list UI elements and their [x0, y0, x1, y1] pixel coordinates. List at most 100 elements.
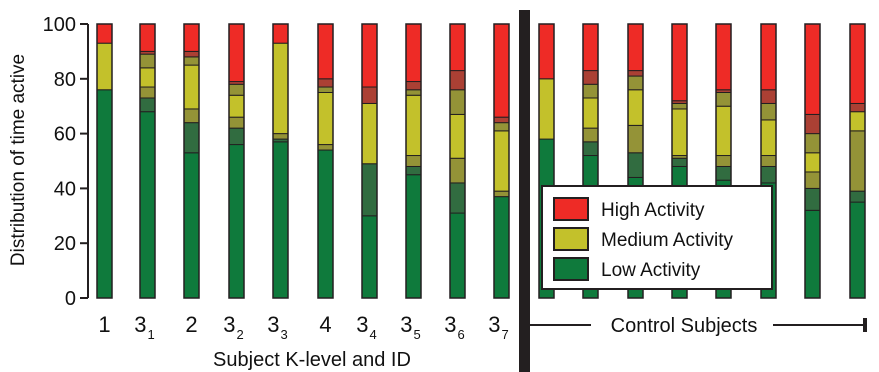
bar-segment-medium-activity	[760, 119, 777, 157]
y-axis: 0 20 40 60 80 100	[43, 14, 89, 310]
bar-outline	[96, 23, 113, 299]
bar-segment-high-activity	[228, 23, 245, 83]
bar-outline	[493, 23, 510, 299]
bar-segment-high-activity	[183, 23, 200, 52]
bar-segment-medium-activity	[317, 92, 334, 146]
bar-segment-medium-activity	[361, 102, 378, 165]
bar-outline	[538, 23, 555, 299]
bar-6	[317, 23, 334, 299]
bar-segment-medium-activity	[671, 102, 688, 110]
bar-segment-medium-activity	[760, 155, 777, 167]
bar-segment-medium-activity	[228, 116, 245, 129]
bar-segment-medium-activity	[715, 92, 732, 107]
bar-outline	[582, 23, 599, 299]
bar-segment-medium-activity	[139, 53, 156, 69]
bar-segment-medium-activity	[493, 190, 510, 198]
bar-segment-low-activity	[582, 141, 599, 157]
y-tick-label: 20	[54, 233, 76, 255]
bar-outline	[183, 23, 200, 299]
bar-8	[405, 23, 422, 299]
bar-segment-medium-activity	[493, 130, 510, 192]
bar-segment-low-activity	[627, 152, 644, 178]
bar-segment-medium-activity	[582, 97, 599, 129]
bar-segment-medium-activity	[582, 127, 599, 143]
legend-label-low-activity: Low Activity	[601, 260, 701, 281]
x-tick-label: 2	[185, 312, 197, 337]
legend: High Activity Medium Activity Low Activity	[541, 185, 773, 290]
x-tick-labels: 1 31 2 32 33 4 34 35 36 37	[98, 312, 508, 342]
bar-segment-low-activity	[405, 174, 422, 299]
bar-segment-medium-activity	[272, 42, 289, 135]
bar-5	[272, 23, 289, 299]
x-tick-label: 36	[444, 312, 464, 342]
bar-2	[139, 23, 156, 299]
bar-segment-high-activity	[849, 102, 866, 113]
x-tick-label: 34	[356, 312, 376, 342]
bar-segment-medium-activity	[228, 83, 245, 96]
bar-outline	[760, 23, 777, 299]
bar-segment-medium-activity	[449, 157, 466, 184]
bar-segment-low-activity	[449, 212, 466, 299]
x-tick-label: 4	[319, 312, 331, 337]
bar-segment-medium-activity	[804, 152, 821, 173]
bar-segment-high-activity	[538, 23, 555, 80]
bar-segment-medium-activity	[849, 111, 866, 132]
bar-segment-high-activity	[627, 70, 644, 77]
bar-segment-medium-activity	[449, 113, 466, 159]
bar-segment-low-activity	[272, 141, 289, 299]
y-tick-label: 0	[65, 288, 76, 310]
bar-segment-medium-activity	[317, 86, 334, 93]
bar-segment-medium-activity	[405, 89, 422, 96]
bar-segment-high-activity	[449, 23, 466, 72]
control-subjects-label: Control Subjects	[611, 315, 758, 337]
bar-segment-low-activity	[139, 111, 156, 299]
bar-outline	[671, 23, 688, 299]
bar-segment-medium-activity	[449, 89, 466, 115]
bar-outline	[405, 23, 422, 299]
bar-segment-low-activity	[671, 157, 688, 167]
bar-segment-medium-activity	[627, 75, 644, 91]
bar-outline	[804, 23, 821, 299]
bar-segment-low-activity	[715, 165, 732, 181]
bar-outline	[449, 23, 466, 299]
bar-segment-high-activity	[361, 23, 378, 88]
bar-segment-medium-activity	[804, 171, 821, 189]
bar-segment-low-activity	[183, 122, 200, 154]
bar-segment-medium-activity	[96, 42, 113, 91]
bar-segment-low-activity	[183, 152, 200, 299]
x-tick-label: 35	[400, 312, 420, 342]
bar-segment-high-activity	[760, 89, 777, 104]
bar-outline	[361, 23, 378, 299]
bar-segment-high-activity	[361, 86, 378, 104]
bar-segment-high-activity	[449, 70, 466, 91]
x-axis-title: Subject K-level and ID	[213, 349, 411, 371]
bar-segment-high-activity	[760, 23, 777, 91]
bar-segment-high-activity	[317, 23, 334, 80]
legend-swatch-low-activity	[553, 257, 589, 281]
bar-segment-high-activity	[139, 23, 156, 52]
bar-segment-high-activity	[493, 23, 510, 118]
bar-segment-high-activity	[627, 23, 644, 72]
bar-outline	[849, 23, 866, 299]
bar-outline	[228, 23, 245, 299]
y-axis-title: Distribution of time active	[8, 54, 29, 266]
bar-segment-high-activity	[582, 70, 599, 85]
bar-18	[849, 23, 866, 299]
bar-4	[228, 23, 245, 299]
bar-segment-high-activity	[96, 23, 113, 44]
x-tick-label: 37	[488, 312, 508, 342]
bar-outline	[715, 23, 732, 299]
bar-segment-medium-activity	[183, 56, 200, 66]
bar-segment-high-activity	[272, 23, 289, 44]
bar-segment-high-activity	[183, 50, 200, 58]
bar-segment-high-activity	[804, 113, 821, 135]
x-tick-label: 31	[134, 312, 154, 342]
bar-segment-medium-activity	[139, 86, 156, 99]
bar-segment-medium-activity	[538, 78, 555, 140]
bar-outline	[317, 23, 334, 299]
bar-segment-low-activity	[849, 201, 866, 299]
bar-segment-medium-activity	[849, 130, 866, 192]
bar-segment-medium-activity	[715, 105, 732, 157]
bar-segment-high-activity	[804, 23, 821, 115]
bar-segment-low-activity	[449, 182, 466, 214]
